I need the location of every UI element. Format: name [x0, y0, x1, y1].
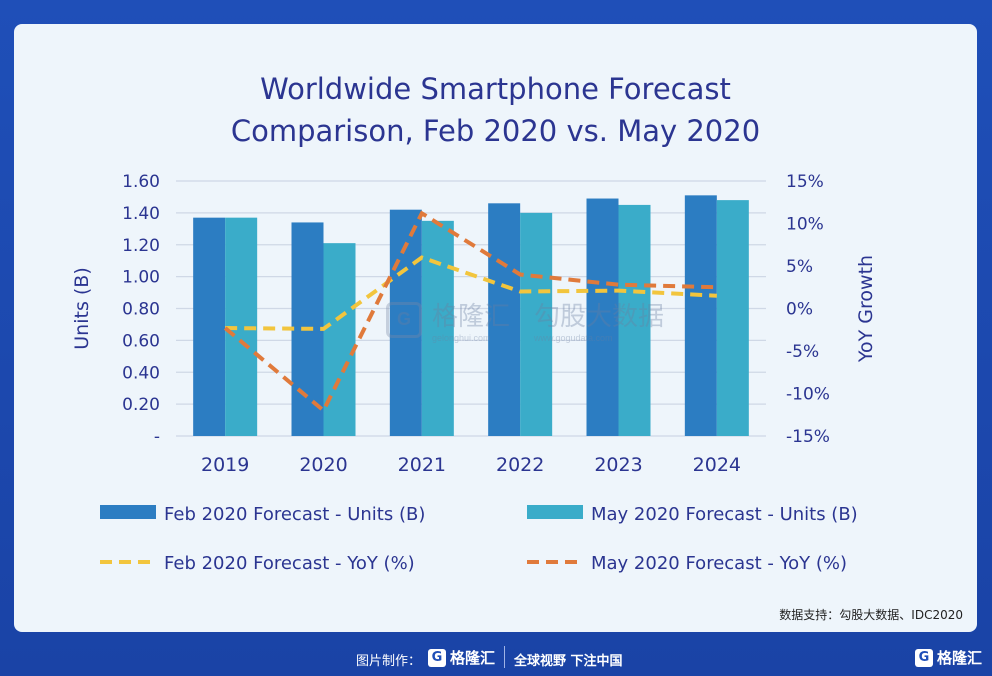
watermark-partner: 勾股大数据	[534, 302, 665, 332]
legend-label: Feb 2020 Forecast - YoY (%)	[164, 553, 415, 574]
footer-brand-right-text: 格隆汇	[936, 649, 982, 667]
legend-label: May 2020 Forecast - YoY (%)	[591, 553, 847, 574]
y-left-tick-label: 0.20	[122, 395, 160, 415]
y-right-tick-label: 0%	[786, 300, 813, 320]
source-note: 数据支持：勾股大数据、IDC2020	[779, 608, 963, 622]
brand-logo-icon: G	[428, 648, 446, 667]
legend-swatch	[100, 505, 156, 519]
x-tick-label: 2021	[398, 454, 446, 476]
series-line	[225, 255, 717, 331]
y-left-tick-label: 1.60	[122, 172, 160, 192]
watermark-brand-sub: gelonghui.com	[432, 333, 491, 343]
made-by-label: 图片制作：	[356, 654, 422, 669]
legend-swatch	[527, 505, 583, 519]
x-tick-label: 2019	[201, 454, 249, 476]
bar	[323, 243, 356, 436]
footer-divider	[504, 646, 505, 668]
y-right-tick-label: -15%	[786, 427, 830, 447]
series-line	[223, 210, 717, 414]
y-right-tick-label: 10%	[786, 215, 824, 235]
y-left-axis-title: Units (B)	[71, 267, 93, 349]
bar	[716, 200, 749, 436]
bar	[586, 198, 619, 436]
footer-slogan: 全球视野 下注中国	[514, 654, 623, 669]
watermark-logo-icon: G	[386, 301, 422, 338]
y-left-tick-label: 0.40	[122, 363, 160, 383]
bar	[488, 203, 521, 436]
x-tick-label: 2020	[299, 454, 347, 476]
legend-label: Feb 2020 Forecast - Units (B)	[164, 504, 425, 525]
brand-logo-right-icon: G	[914, 648, 933, 667]
footer-brand-text: 格隆汇	[450, 649, 496, 667]
y-left-tick-label: 0.60	[122, 331, 160, 351]
watermark-brand: 格隆汇	[432, 302, 511, 332]
footer-bar: 图片制作： G 格隆汇 全球视野 下注中国 G 格隆汇	[0, 640, 992, 676]
watermark: G 格隆汇 gelonghui.com 勾股大数据 www.gogudata.c…	[386, 296, 664, 343]
chart-title-line1: Worldwide Smartphone Forecast	[260, 72, 731, 106]
watermark-partner-sub: www.gogudata.com	[534, 333, 613, 343]
chart-title-line2: Comparison, Feb 2020 vs. May 2020	[230, 114, 761, 148]
bar	[684, 195, 717, 436]
y-right-tick-label: -10%	[786, 385, 830, 405]
x-tick-label: 2023	[594, 454, 642, 476]
bar	[520, 212, 553, 436]
chart-card: Worldwide Smartphone Forecast Comparison…	[14, 24, 977, 632]
bar	[193, 217, 226, 436]
y-left-tick-label: 0.80	[122, 300, 160, 320]
y-left-tick-label: 1.40	[122, 204, 160, 224]
footer-brand-right: G 格隆汇	[914, 647, 982, 668]
y-left-tick-label: 1.20	[122, 236, 160, 256]
y-left-tick-label: -	[154, 427, 160, 447]
y-right-tick-label: -5%	[786, 342, 819, 362]
footer-brand: G 格隆汇	[428, 647, 495, 668]
bar	[421, 220, 454, 436]
y-right-tick-label: 5%	[786, 257, 813, 277]
legend-label: May 2020 Forecast - Units (B)	[591, 504, 858, 525]
y-right-axis-title: YoY Growth	[855, 255, 877, 363]
x-tick-label: 2022	[496, 454, 544, 476]
y-right-tick-label: 15%	[786, 172, 824, 192]
x-tick-label: 2024	[693, 454, 741, 476]
chart-svg: - 0.20 0.40 0.60 0.80 1.00 1.20 1.40 1.60 -15% -10…	[71, 172, 877, 574]
bar	[618, 204, 651, 436]
y-left-tick-label: 1.00	[122, 268, 160, 288]
